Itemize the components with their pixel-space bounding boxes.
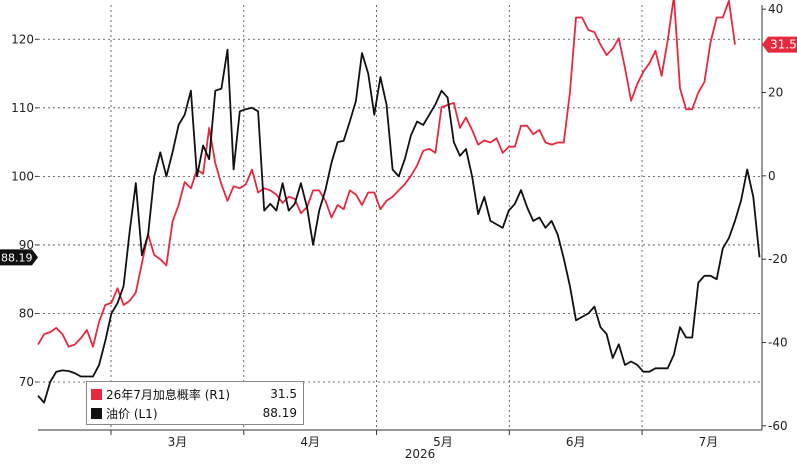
- x-tick-label: 7月: [699, 435, 719, 449]
- x-tick-label: 5月: [433, 435, 453, 449]
- legend-value-oil-price: 88.19: [262, 406, 297, 420]
- left-tick-label: 90: [19, 238, 34, 252]
- left-tick-label: 100: [11, 169, 34, 183]
- right-tick-label: 40: [768, 2, 783, 16]
- series-layer: [37, 0, 761, 404]
- legend-label-hike-probability: 26年7月加息概率 (R1): [106, 387, 231, 402]
- right-tick-label: -20: [768, 252, 788, 266]
- left-tick-label: 80: [19, 306, 34, 320]
- x-axis-year-label: 2026: [405, 447, 436, 461]
- left-tick-label: 70: [19, 375, 34, 389]
- last-value-label-oil-price: 88.19: [1, 251, 33, 264]
- series-line-oil-price: [37, 48, 761, 404]
- legend-value-hike-probability: 31.5: [270, 387, 297, 401]
- legend-entry-hike-probability: 26年7月加息概率 (R1) 31.5: [91, 385, 297, 403]
- series-line-hike-probability: [37, 0, 736, 348]
- legend-swatch-hike-probability: [91, 388, 102, 400]
- last-value-tag-oil-price: [0, 249, 38, 266]
- left-tick-label: 110: [11, 101, 34, 115]
- right-tick-label: -60: [768, 419, 788, 433]
- x-tick-label: 4月: [300, 435, 320, 449]
- left-tick-label: 120: [11, 32, 34, 46]
- axes-layer: [35, 5, 766, 435]
- legend-entry-oil-price: 油价 (L1) 88.19: [91, 404, 297, 422]
- right-tick-label: 20: [768, 86, 783, 100]
- last-value-label-hike-probability: 31.5: [770, 38, 797, 52]
- legend-label-oil-price: 油价 (L1): [106, 406, 158, 421]
- last-value-tag-hike-probability: [762, 36, 797, 53]
- x-tick-label: 3月: [168, 435, 188, 449]
- right-tick-label: -40: [768, 336, 788, 350]
- legend-swatch-oil-price: [91, 407, 102, 419]
- x-tick-label: 6月: [566, 435, 586, 449]
- right-tick-label: 0: [768, 169, 776, 183]
- grid-layer: [38, 5, 762, 430]
- legend: 26年7月加息概率 (R1) 31.5 油价 (L1) 88.19: [86, 381, 304, 425]
